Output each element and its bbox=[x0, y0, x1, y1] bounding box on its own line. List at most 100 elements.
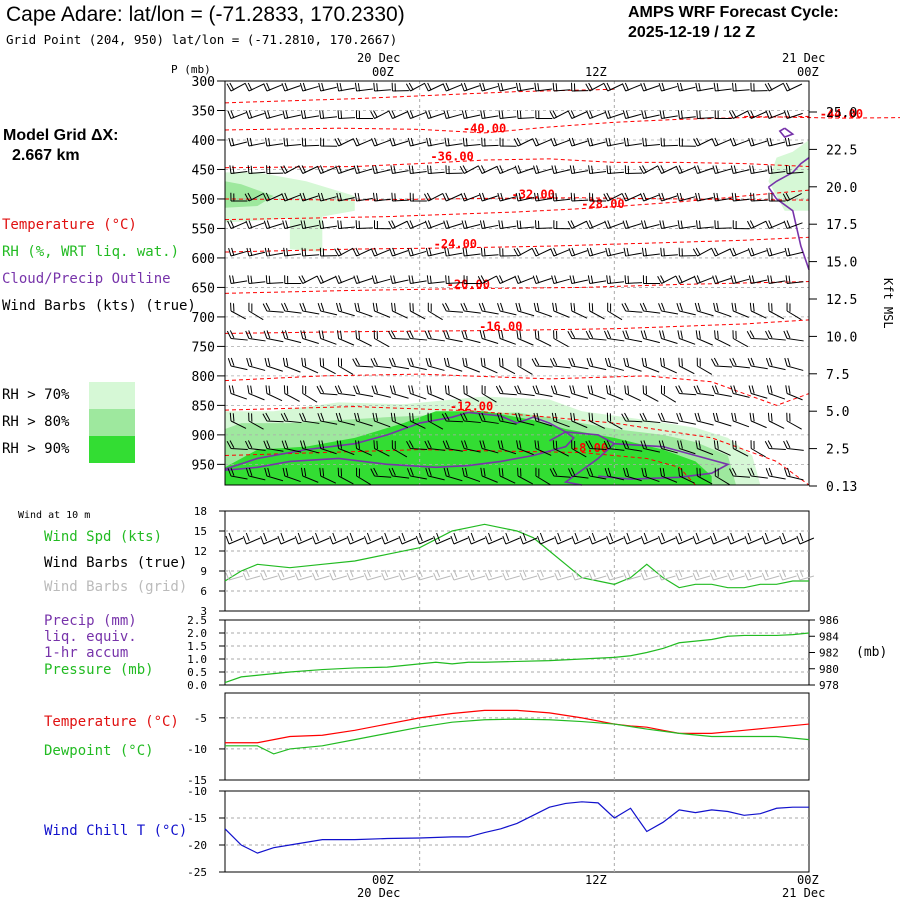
height-tick-label: 15.0 bbox=[826, 256, 857, 271]
wind-barb-true bbox=[606, 532, 624, 545]
wind-barb bbox=[694, 165, 714, 174]
wind-barb bbox=[750, 192, 768, 202]
wind-barb bbox=[694, 302, 714, 317]
legend-wind: Wind Barbs (kts) (true) bbox=[2, 298, 196, 314]
wind-barb bbox=[710, 357, 733, 368]
wind-barb bbox=[373, 82, 391, 92]
panel-frame bbox=[224, 790, 810, 873]
height-tick-label: 22.5 bbox=[826, 143, 857, 158]
wind-barb bbox=[441, 412, 464, 423]
wind-barb bbox=[659, 330, 678, 344]
wind-barb bbox=[299, 302, 320, 315]
y-tick-label: 2.5 bbox=[187, 614, 207, 627]
wind-barb bbox=[406, 440, 428, 450]
wind-barb bbox=[696, 110, 714, 120]
wind-barbs-true-row bbox=[225, 532, 815, 545]
wind-barb bbox=[658, 192, 678, 202]
wind-barb bbox=[748, 385, 768, 399]
pressure-tick-label: 750 bbox=[192, 340, 215, 355]
wind-barb bbox=[406, 220, 426, 229]
wind-barb bbox=[514, 165, 534, 174]
wind-barb bbox=[675, 165, 695, 174]
wind-barb bbox=[603, 82, 623, 92]
wind-barb bbox=[764, 440, 786, 450]
wind-barb bbox=[640, 220, 660, 229]
wind-barb bbox=[443, 467, 463, 482]
wind-barb bbox=[605, 137, 624, 147]
wind-barb bbox=[659, 357, 677, 374]
wind-barb bbox=[354, 412, 373, 427]
wind-barb bbox=[657, 412, 679, 424]
wind-barb bbox=[263, 220, 283, 229]
wind-barb-grid bbox=[727, 569, 745, 581]
wind-barb-true bbox=[761, 532, 780, 545]
wind-barb bbox=[585, 440, 607, 450]
wind-barb-true bbox=[346, 532, 365, 545]
forecast-cycle: AMPS WRF Forecast Cycle: 2025-12-19 / 12… bbox=[628, 3, 839, 43]
wind-barb bbox=[606, 275, 625, 284]
height-axis-label: Kft MSL bbox=[881, 278, 895, 329]
wind-barb bbox=[782, 82, 803, 92]
wind-barb-true bbox=[260, 532, 278, 545]
wind-barb bbox=[588, 412, 605, 429]
wind-barb bbox=[459, 165, 479, 174]
wind-barb-true bbox=[588, 532, 607, 545]
wind-barb bbox=[785, 385, 803, 401]
wind-barb bbox=[479, 220, 499, 229]
wind-barb bbox=[750, 440, 766, 458]
wind-barb bbox=[245, 220, 265, 229]
wind-barb bbox=[247, 275, 266, 284]
wind-barb bbox=[372, 165, 391, 174]
cloud-outline-main bbox=[224, 411, 575, 472]
wind-barb bbox=[766, 137, 786, 147]
wind-barb bbox=[334, 385, 356, 397]
wind-barb bbox=[283, 385, 300, 402]
wind-barb bbox=[477, 275, 497, 284]
pressure-tick-label: 950 bbox=[192, 458, 215, 473]
wind-barb bbox=[569, 385, 589, 399]
y-tick-label: -5 bbox=[194, 712, 207, 725]
wind-barb bbox=[264, 357, 283, 372]
wind-barb bbox=[409, 412, 426, 429]
pressure-tick-label: 650 bbox=[192, 281, 215, 296]
wind-barb bbox=[263, 82, 283, 92]
wind-barb bbox=[746, 220, 767, 229]
wind-barb bbox=[390, 275, 409, 284]
wind-barb bbox=[229, 275, 248, 284]
wind-barb bbox=[370, 247, 390, 257]
wind-barb-grid bbox=[536, 569, 555, 581]
wind-barb bbox=[373, 440, 390, 457]
forecast-cycle-label: AMPS WRF Forecast Cycle: bbox=[628, 4, 839, 21]
wind-barb bbox=[765, 330, 786, 341]
wind-barb bbox=[388, 467, 410, 479]
temperature-line bbox=[225, 709, 810, 744]
wind-barb-true bbox=[744, 532, 763, 545]
height-tick-label: 12.5 bbox=[826, 293, 857, 308]
wind-barb bbox=[479, 440, 499, 454]
wind-barb bbox=[516, 440, 534, 456]
wind-barb bbox=[551, 275, 570, 284]
wind-barb bbox=[337, 110, 356, 120]
wind-barb bbox=[693, 137, 713, 147]
temperature-contour-label: -32.00 bbox=[512, 187, 555, 201]
wind-barb bbox=[427, 302, 443, 321]
wind-barb bbox=[262, 302, 284, 313]
wind-barb bbox=[336, 192, 355, 202]
pressure-tick-label: 800 bbox=[192, 370, 215, 385]
wind-barb bbox=[300, 110, 320, 119]
rh-legend-80: RH > 80% bbox=[2, 414, 70, 430]
wind-barb bbox=[281, 330, 302, 344]
wind-barb bbox=[246, 137, 266, 147]
wind-barb bbox=[675, 275, 695, 284]
y2-tick-label: 986 bbox=[819, 614, 839, 627]
wind-barb-grid bbox=[779, 569, 797, 581]
wind-barb bbox=[442, 440, 463, 452]
wind-barb bbox=[729, 357, 750, 369]
wind-barb bbox=[264, 467, 284, 482]
wind-barb bbox=[695, 440, 714, 456]
wind-barbs-grid-row bbox=[225, 569, 815, 581]
wind-barb bbox=[516, 110, 535, 120]
wind-barb bbox=[442, 82, 462, 92]
wind-barb-grid bbox=[415, 569, 434, 581]
